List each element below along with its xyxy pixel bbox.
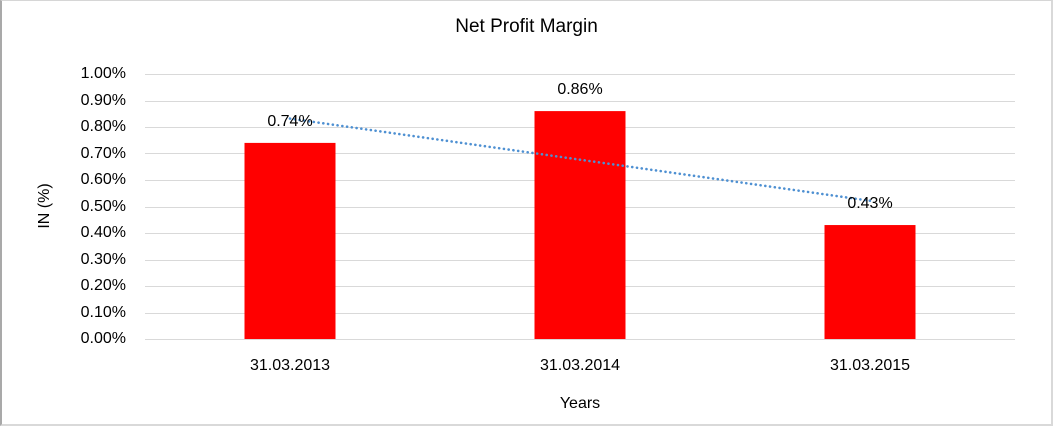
bar-series [244, 111, 916, 339]
y-tick-label: 0.10% [80, 303, 126, 321]
y-tick-label: 0.50% [80, 197, 126, 215]
data-label: 0.43% [847, 195, 893, 213]
chart-title: Net Profit Margin [455, 16, 598, 37]
y-tick-label: 0.90% [80, 91, 126, 109]
y-tick-label: 0.30% [80, 250, 126, 268]
bar-31.03.2015 [824, 225, 916, 339]
data-label: 0.74% [267, 112, 313, 130]
x-tick-label: 31.03.2014 [539, 357, 621, 374]
y-tick-label: 0.40% [80, 224, 126, 241]
x-tick-label: 31.03.2013 [249, 357, 331, 374]
y-tick-label: 0.20% [80, 277, 126, 294]
y-tick-label: 0.00% [80, 330, 126, 347]
y-tick-label: 1.00% [80, 65, 126, 82]
y-tick-label: 0.80% [80, 118, 126, 135]
x-axis-title: Years [559, 395, 601, 412]
trendline-dotted [288, 117, 872, 203]
bar-31.03.2014 [534, 111, 626, 339]
data-label: 0.86% [557, 81, 603, 99]
x-tick-label: 31.03.2015 [829, 357, 911, 374]
bar-31.03.2013 [244, 142, 336, 339]
trendline [288, 117, 872, 203]
y-tick-label: 0.70% [80, 144, 126, 162]
y-tick-label: 0.60% [80, 171, 126, 188]
